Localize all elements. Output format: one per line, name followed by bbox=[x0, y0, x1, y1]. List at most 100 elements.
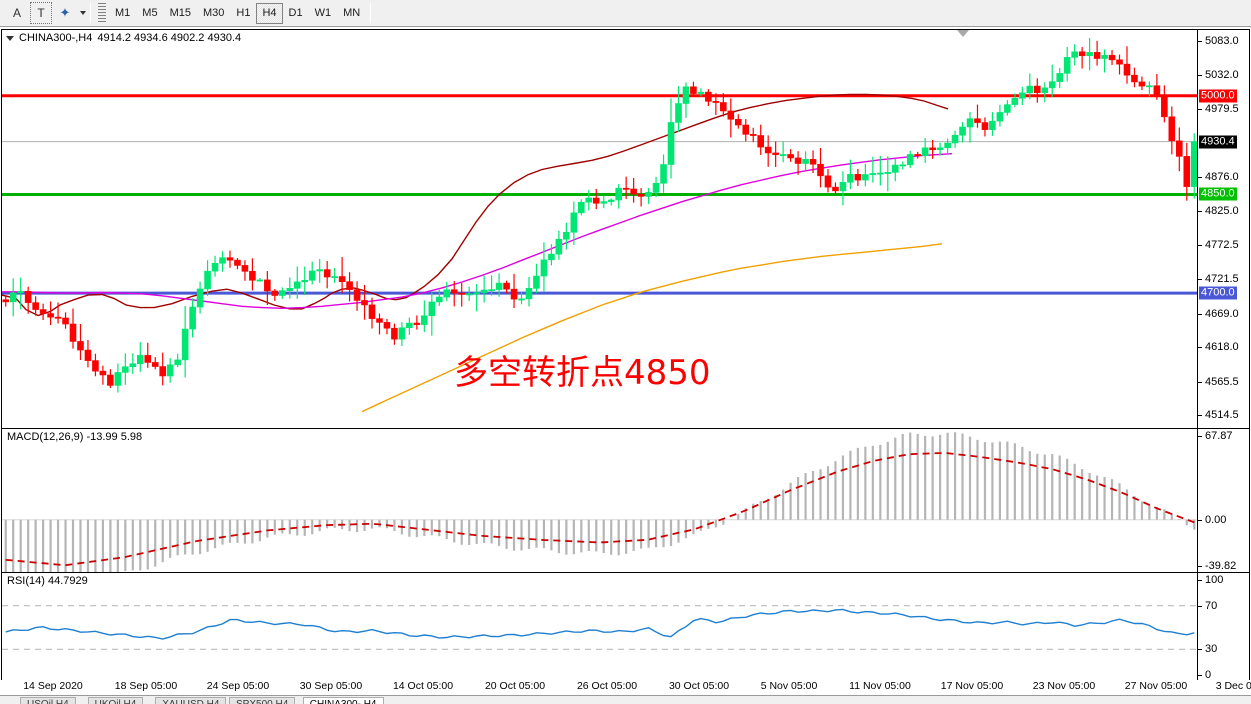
candle bbox=[17, 277, 24, 310]
candle bbox=[675, 86, 682, 133]
time-axis-label: 30 Sep 05:00 bbox=[299, 680, 363, 692]
candle bbox=[353, 281, 361, 311]
candle bbox=[1011, 93, 1019, 108]
symbol-tab-3[interactable]: SPX500,H4 bbox=[229, 697, 296, 704]
chart-annotation-text: 多空转折点4850 bbox=[454, 353, 711, 393]
timeframe-mn[interactable]: MN bbox=[343, 7, 361, 19]
price-label-support-4850[interactable]: 4850.0 bbox=[1199, 187, 1237, 201]
candle bbox=[787, 149, 794, 162]
ma-line-MA-fast bbox=[2, 93, 949, 317]
candle bbox=[877, 155, 884, 186]
symbol-tab-4[interactable]: CHINA300-,H4 bbox=[302, 697, 384, 704]
candle bbox=[151, 357, 159, 370]
candle bbox=[951, 130, 959, 148]
candle bbox=[428, 291, 436, 336]
candle bbox=[802, 151, 809, 171]
candle bbox=[1116, 54, 1123, 75]
chart-area[interactable]: 多空转折点4850 5083.0 5032.0 4979.5 4876.0 4825.0… bbox=[1, 29, 1250, 681]
symbol-tab-1[interactable]: UKOil,H4 bbox=[87, 697, 144, 704]
macd-label: MACD(12,26,9) -13.99 5.98 bbox=[7, 431, 143, 443]
timeframe-m5[interactable]: M5 bbox=[142, 7, 158, 19]
rsi-tick-label: 100 bbox=[1205, 574, 1224, 586]
price-tick bbox=[1198, 381, 1202, 383]
price-label-support-4700[interactable]: 4700.0 bbox=[1199, 286, 1237, 300]
candle bbox=[1019, 86, 1026, 106]
price-label-last-price[interactable]: 4930.4 bbox=[1199, 135, 1237, 149]
timeframe-m30[interactable]: M30 bbox=[202, 7, 225, 19]
candle bbox=[346, 272, 353, 302]
candle bbox=[503, 280, 510, 294]
macd-panel[interactable]: MACD(12,26,9) -13.99 5.98 67.87 0.00 -39.8… bbox=[2, 428, 1249, 572]
symbol-tab-2[interactable]: XAUUSD,H4 bbox=[155, 697, 227, 704]
candle bbox=[720, 93, 727, 117]
rsi-scale-axis: 100 70 30 0 bbox=[1197, 573, 1249, 681]
candle bbox=[421, 300, 428, 332]
objects-tool-button[interactable]: ✦ bbox=[59, 5, 71, 20]
rsi-tick-label: 0 bbox=[1205, 669, 1212, 681]
candle bbox=[921, 138, 929, 163]
candle bbox=[47, 301, 54, 326]
candle bbox=[204, 260, 211, 297]
toolbar-grip-icon[interactable] bbox=[98, 3, 106, 23]
rsi-panel[interactable]: RSI(14) 44.7929 100 70 30 0 bbox=[2, 572, 1249, 681]
toolbar-separator-2 bbox=[370, 3, 372, 23]
candle bbox=[891, 158, 899, 182]
price-tick bbox=[1198, 210, 1202, 212]
macd-plot-region[interactable]: MACD(12,26,9) -13.99 5.98 bbox=[2, 429, 1197, 572]
candle bbox=[525, 276, 533, 307]
symbol-tab-strip[interactable]: USOil,H4 UKOil,H4 XAUUSD,H4SPX500,H4 CHINA3… bbox=[0, 695, 1251, 704]
candle bbox=[136, 342, 144, 372]
timeframe-m15[interactable]: M15 bbox=[169, 7, 191, 19]
candle bbox=[981, 117, 989, 137]
candle bbox=[690, 81, 697, 97]
candle bbox=[450, 280, 458, 307]
candle bbox=[824, 169, 832, 193]
price-plot-region[interactable]: 多空转折点4850 bbox=[2, 30, 1197, 428]
candle bbox=[1138, 76, 1146, 91]
candle bbox=[764, 135, 772, 167]
candle bbox=[533, 263, 540, 294]
price-label-resistance-5000[interactable]: 5000.0 bbox=[1199, 89, 1237, 103]
timeframe-h4[interactable]: H4 bbox=[256, 2, 283, 24]
candle bbox=[518, 291, 525, 305]
candle bbox=[1131, 67, 1138, 88]
symbol-header[interactable]: CHINA300-,H4 4914.2 4934.6 4902.2 4930.4 bbox=[6, 32, 241, 44]
candle bbox=[77, 324, 84, 361]
text-tool-button[interactable]: A bbox=[12, 6, 21, 20]
candle bbox=[966, 112, 974, 143]
candle bbox=[585, 189, 593, 211]
price-tick-label: 4669.0 bbox=[1205, 307, 1239, 320]
candle bbox=[234, 258, 241, 270]
timeframe-h1[interactable]: H1 bbox=[236, 7, 251, 19]
objects-dropdown-icon[interactable] bbox=[80, 11, 86, 15]
price-panel[interactable]: 多空转折点4850 5083.0 5032.0 4979.5 4876.0 4825.0… bbox=[2, 30, 1249, 428]
candle bbox=[286, 277, 294, 299]
candle bbox=[697, 88, 705, 97]
candle bbox=[9, 278, 17, 317]
candle bbox=[1078, 47, 1086, 69]
candle bbox=[809, 150, 817, 174]
label-tool-button[interactable]: T bbox=[30, 2, 52, 24]
symbol-collapse-icon[interactable] bbox=[6, 35, 14, 41]
price-tick-label: 4721.5 bbox=[1205, 272, 1239, 285]
candle bbox=[166, 358, 174, 383]
time-axis-label: 17 Nov 05:00 bbox=[940, 680, 1004, 692]
candle bbox=[1041, 82, 1049, 103]
candlestick-series bbox=[2, 38, 1197, 413]
rsi-plot-region[interactable]: RSI(14) 44.7929 bbox=[2, 573, 1197, 681]
timeframe-w1[interactable]: W1 bbox=[314, 7, 332, 19]
candle bbox=[264, 271, 271, 305]
candle bbox=[884, 156, 892, 192]
timeframe-d1[interactable]: D1 bbox=[288, 7, 303, 19]
candle bbox=[817, 147, 824, 188]
symbol-tab-0[interactable]: USOil,H4 bbox=[20, 697, 76, 704]
timeframe-m1[interactable]: M1 bbox=[115, 7, 131, 19]
candle bbox=[398, 322, 406, 346]
candle bbox=[630, 178, 637, 203]
price-scale-axis[interactable]: 5083.0 5032.0 4979.5 4876.0 4825.0 4772.5 4721… bbox=[1197, 30, 1249, 428]
chart-top-marker-icon bbox=[957, 30, 969, 37]
candle bbox=[293, 266, 301, 299]
time-axis-label: 14 Sep 2020 bbox=[23, 680, 83, 692]
candle bbox=[742, 119, 750, 142]
candle bbox=[69, 308, 77, 349]
